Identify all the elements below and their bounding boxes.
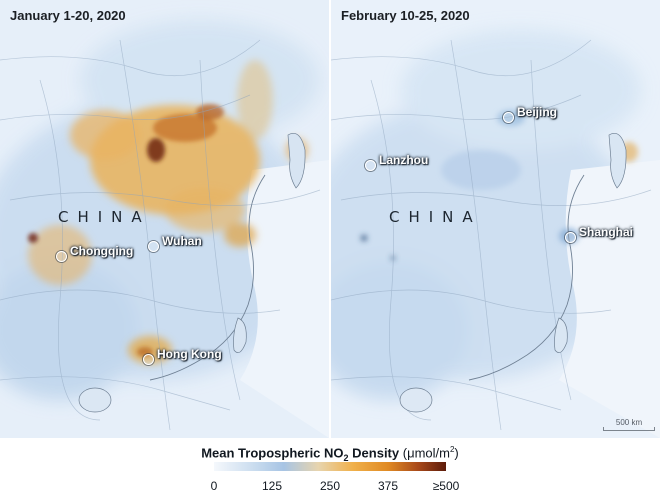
city-circle-icon bbox=[503, 112, 514, 123]
city-circle-icon bbox=[56, 251, 67, 262]
city-label: Lanzhou bbox=[379, 152, 429, 167]
legend-title-subscript: 2 bbox=[343, 452, 349, 463]
legend-tick-250: 250 bbox=[319, 479, 341, 493]
legend-tick-375: 375 bbox=[377, 479, 399, 493]
legend-unit-superscript: 2 bbox=[449, 445, 455, 454]
city-marker-shanghai: Shanghai bbox=[565, 220, 633, 243]
panel-divider bbox=[329, 0, 331, 438]
legend-unit-suffix: ) bbox=[454, 445, 459, 461]
city-marker-chongqing: Chongqing bbox=[56, 239, 133, 262]
city-marker-hong-kong: Hong Kong bbox=[143, 342, 222, 365]
city-marker-lanzhou: Lanzhou bbox=[365, 148, 428, 171]
legend-color-bar bbox=[214, 462, 446, 471]
city-marker-wuhan: Wuhan bbox=[148, 229, 202, 252]
city-circle-icon bbox=[143, 354, 154, 365]
scale-bar-label: 500 km bbox=[615, 418, 643, 427]
color-legend: Mean Tropospheric NO2 Density (μmol/m2) … bbox=[0, 440, 660, 499]
city-label: Shanghai bbox=[579, 224, 634, 239]
no2-map-february bbox=[331, 0, 660, 438]
legend-unit-prefix: (μmol/m bbox=[402, 445, 450, 461]
city-label: Wuhan bbox=[162, 233, 202, 248]
legend-title: Mean Tropospheric NO2 Density (μmol/m2) bbox=[0, 445, 660, 463]
legend-tick-500: ≥500 bbox=[432, 479, 460, 493]
map-panel-january: January 1-20, 2020 CHINA Chongqing Wuhan… bbox=[0, 0, 329, 438]
city-label: Chongqing bbox=[70, 243, 134, 258]
city-circle-icon bbox=[565, 232, 576, 243]
city-label: Hong Kong bbox=[157, 346, 222, 361]
city-circle-icon bbox=[148, 241, 159, 252]
legend-title-rest: Density bbox=[348, 445, 400, 461]
legend-title-main: Mean Tropospheric NO bbox=[201, 445, 344, 461]
scale-bar: 500 km bbox=[603, 418, 655, 431]
panel-title-february: February 10-25, 2020 bbox=[341, 8, 470, 23]
country-label-china: CHINA bbox=[58, 208, 151, 226]
no2-map-january bbox=[0, 0, 329, 438]
legend-tick-125: 125 bbox=[261, 479, 283, 493]
panel-title-january: January 1-20, 2020 bbox=[10, 8, 126, 23]
legend-tick-0: 0 bbox=[210, 479, 218, 493]
map-panel-february: February 10-25, 2020 CHINA Lanzhou Beiji… bbox=[331, 0, 660, 438]
city-label: Beijing bbox=[517, 104, 558, 119]
city-circle-icon bbox=[365, 160, 376, 171]
country-label-china: CHINA bbox=[389, 208, 482, 226]
scale-bar-line bbox=[603, 427, 655, 431]
city-marker-beijing: Beijing bbox=[503, 100, 557, 123]
